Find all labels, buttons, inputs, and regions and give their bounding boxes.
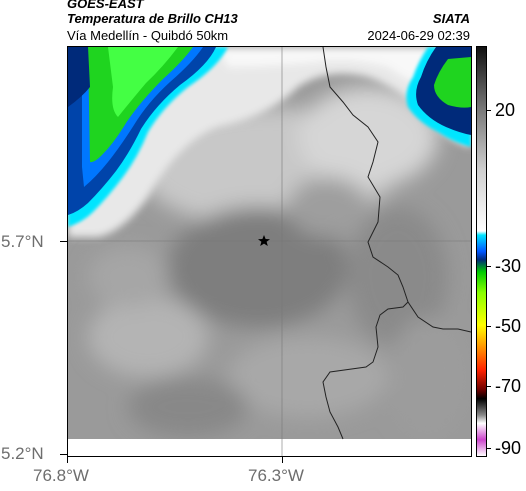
lat-tick-5-7 [60, 241, 67, 242]
no-data-strip [68, 439, 471, 456]
cloud-texture [88, 87, 468, 437]
lat-label-5-7: 5.7°N [1, 232, 44, 251]
department-border-1 [322, 47, 471, 333]
deep-convection-northwest [68, 47, 228, 227]
brand-label: SIATA [432, 11, 470, 26]
colorbar-label-minus50: -50 [495, 316, 522, 336]
satellite-map [67, 46, 472, 457]
lat-label-5-2: 5.2°N [1, 444, 44, 463]
datetime-label: 2024-06-29 02:39 [367, 28, 470, 43]
deep-convection-northeast [406, 47, 471, 147]
satellite-source: GOES-EAST [67, 0, 144, 11]
colorbar-label-20: 20 [495, 100, 516, 120]
department-border-2 [322, 301, 409, 440]
colorbar-label-minus90: -90 [495, 438, 522, 458]
lon-tick-76-3 [282, 456, 283, 463]
colorbar-label-minus30: -30 [495, 256, 522, 276]
lon-label-76-3: 76.3°W [248, 466, 304, 485]
product-title: Temperatura de Brillo CH13 [67, 11, 238, 26]
lon-label-76-8: 76.8°W [33, 466, 89, 485]
brightness-temperature-field [68, 47, 471, 456]
lon-tick-76-8 [67, 456, 68, 463]
route-label: Vía Medellín - Quibdó 50km [67, 28, 229, 43]
colorbar-label-minus70: -70 [495, 376, 522, 396]
star-icon [258, 235, 270, 246]
lat-tick-5-2 [60, 454, 67, 455]
temperature-colorbar [476, 46, 487, 457]
